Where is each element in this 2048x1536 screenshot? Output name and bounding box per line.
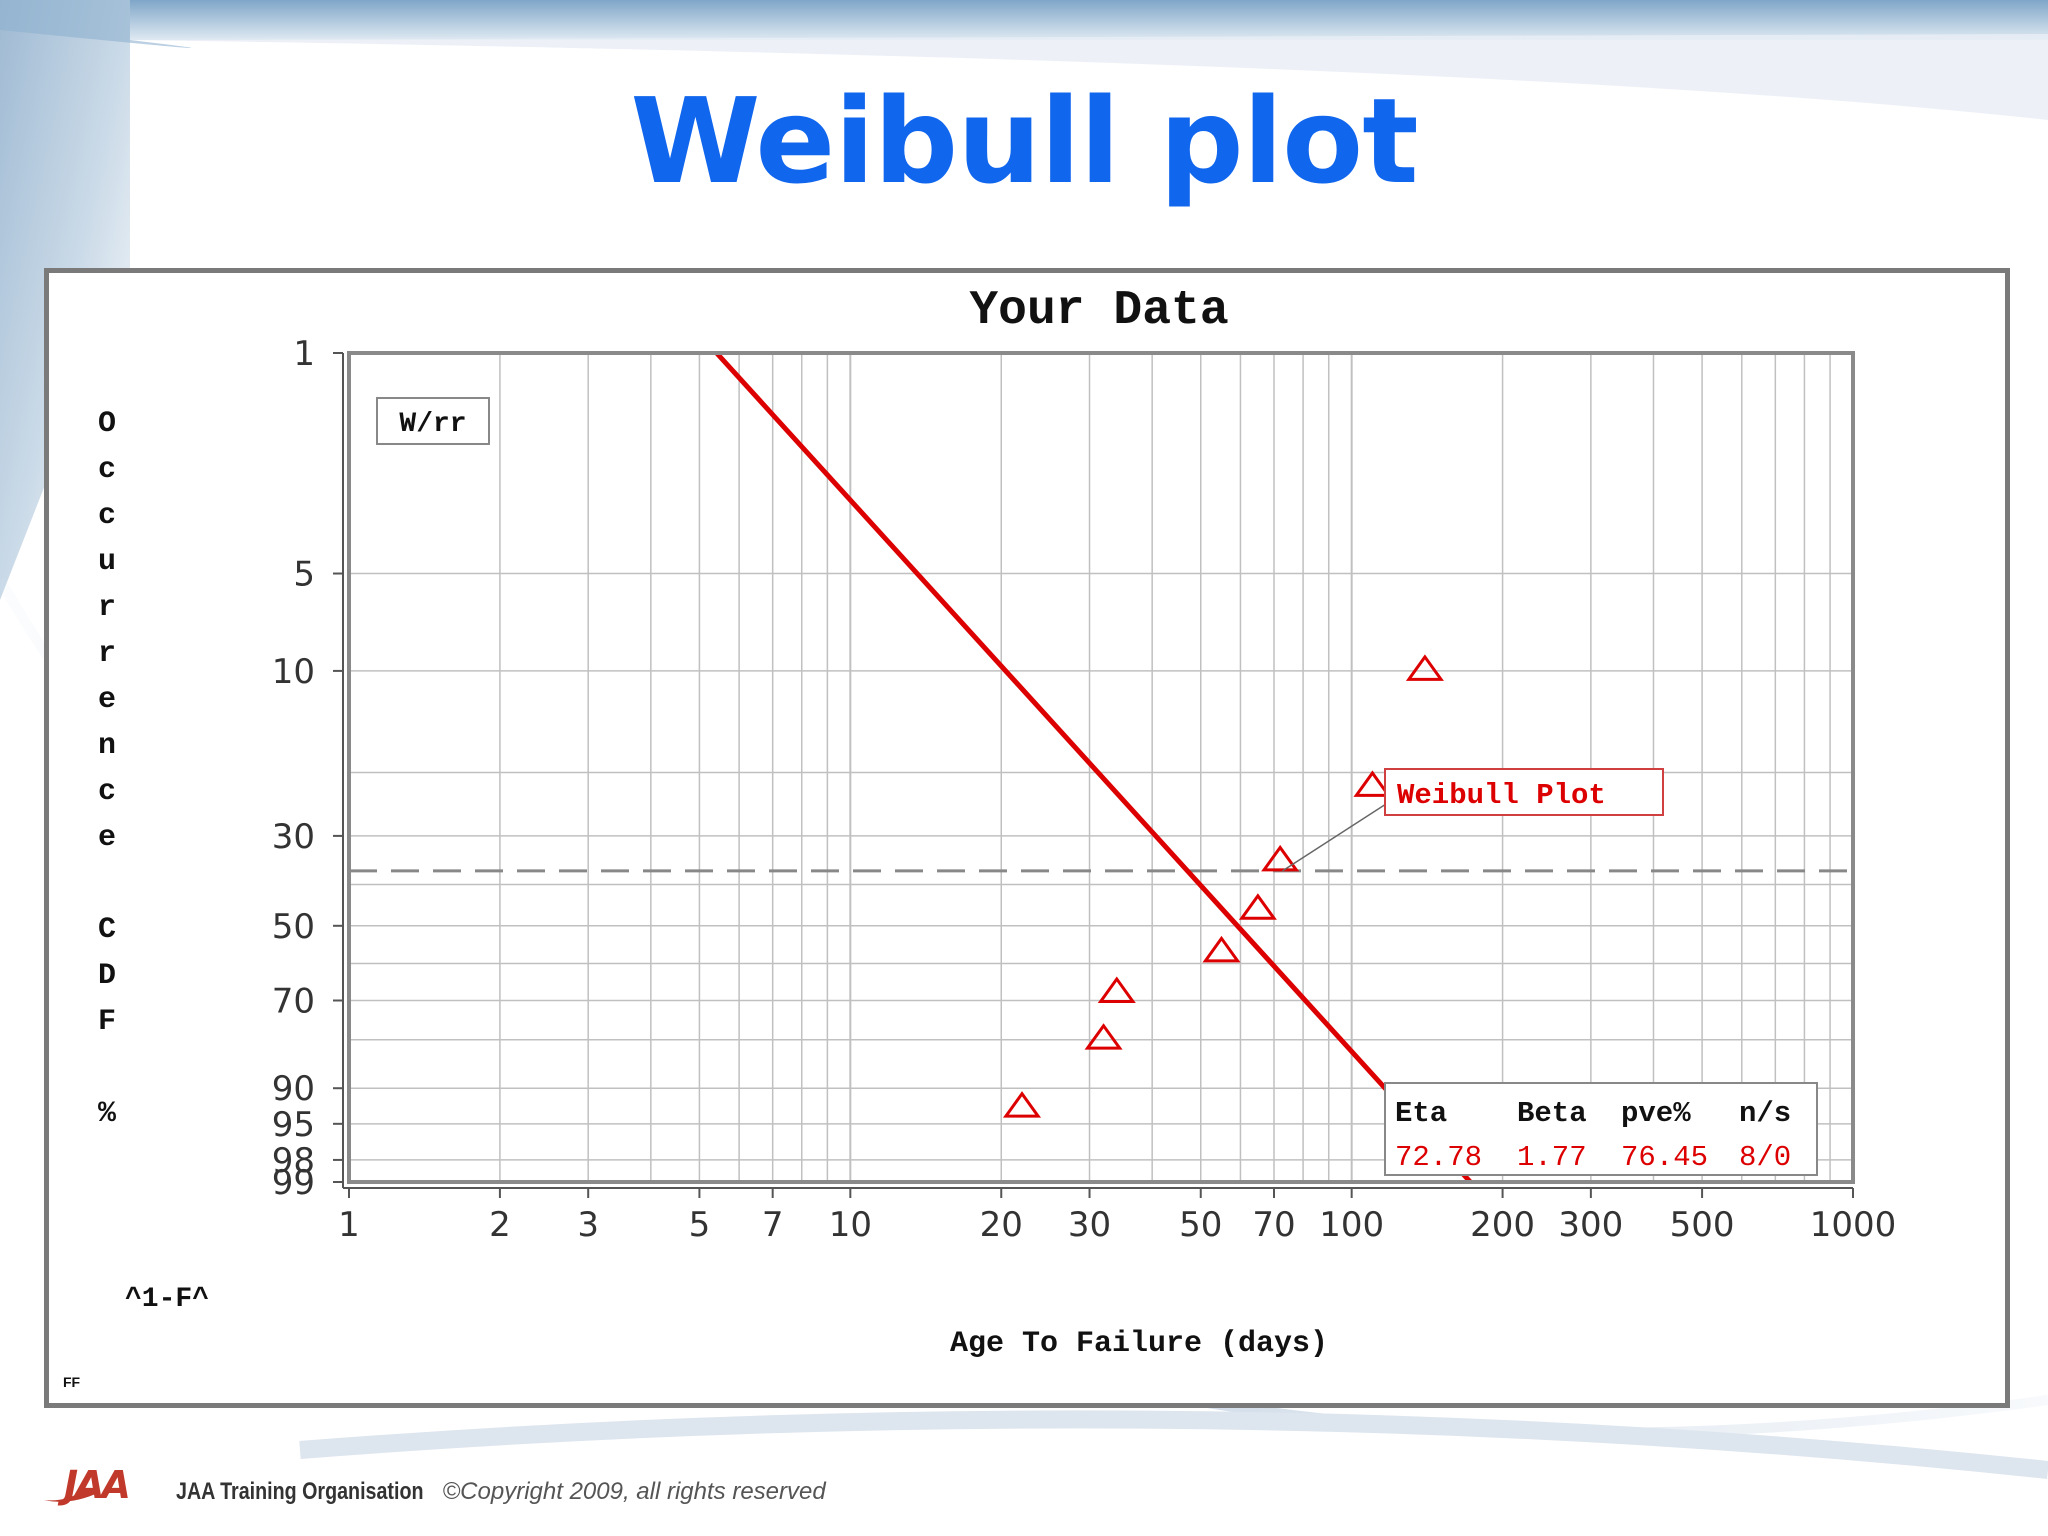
fit-line xyxy=(714,351,1473,1184)
legend-header-ns: n/s xyxy=(1739,1097,1791,1130)
x-tick-label: 500 xyxy=(1670,1205,1735,1245)
y-tick-label: 5 xyxy=(293,555,315,595)
axis-labels: Age To Failure (days) ^1-F^ FF xyxy=(63,1284,1328,1390)
x-tick-label: 20 xyxy=(980,1205,1023,1245)
x-axis-label: Age To Failure (days) xyxy=(950,1327,1328,1361)
y-axis-label-char: e xyxy=(98,683,116,717)
x-tick-label: 2 xyxy=(489,1205,511,1245)
y-axis-label-char: O xyxy=(98,407,116,441)
weibull-chart: Your Data 1 2 3 5 7 10 20 30 50 70 100 200 300 500 100… xyxy=(63,284,1897,1390)
chart-panel: Your Data 1 2 3 5 7 10 20 30 50 70 100 200 300 500 100… xyxy=(44,268,2010,1408)
jaa-logo: JAA xyxy=(44,1463,132,1506)
annotation: Weibull Plot xyxy=(1282,768,1664,872)
footer-copyright: ©Copyright 2009, all rights reserved xyxy=(442,1478,826,1505)
y-tick-label: 10 xyxy=(272,652,315,692)
footer-org: JAA Training Organisation xyxy=(176,1478,424,1505)
y-axis-label-char: c xyxy=(98,499,116,533)
data-point xyxy=(1002,1091,1042,1118)
data-point xyxy=(1353,770,1392,797)
data-point xyxy=(1202,935,1241,963)
data-point xyxy=(1084,1023,1123,1050)
corner-mark: FF xyxy=(63,1374,81,1390)
chart-title: Your Data xyxy=(969,284,1228,338)
y-axis-label-char: u xyxy=(98,545,116,579)
x-tick-label: 1 xyxy=(338,1205,360,1245)
logo-text: JAA xyxy=(57,1463,129,1506)
x-tick-label: 5 xyxy=(689,1205,711,1245)
x-tick-label: 50 xyxy=(1179,1205,1222,1245)
y-axis-label-char: c xyxy=(98,775,116,809)
legend-value-beta: 1.77 xyxy=(1517,1141,1587,1174)
x-tick-label: 100 xyxy=(1319,1205,1384,1245)
y-tick-label: 99 xyxy=(272,1163,315,1203)
y-tick-label: 30 xyxy=(272,817,315,857)
data-point xyxy=(1405,654,1444,681)
y-tick-label: 70 xyxy=(272,981,315,1021)
x-tick-label: 7 xyxy=(762,1205,784,1245)
y-tick-label: 95 xyxy=(272,1105,315,1145)
fit-legend: Eta Beta pve% n/s 72.78 1.77 76.45 8/0 xyxy=(1384,1082,1818,1176)
legend-value-ns: 8/0 xyxy=(1739,1141,1791,1174)
grid xyxy=(348,352,1853,1183)
y-axis-label-char: e xyxy=(98,821,116,855)
y-axis-label-char: C xyxy=(98,913,116,947)
y-corner-label: ^1-F^ xyxy=(125,1284,209,1315)
y-tick-label: 98 xyxy=(272,1141,315,1181)
legend-value-pve: 76.45 xyxy=(1621,1141,1708,1174)
y-axis-label-char: n xyxy=(98,729,116,763)
x-tick-label: 30 xyxy=(1068,1205,1111,1245)
method-label: W/rr xyxy=(399,409,466,440)
x-tick-label: 200 xyxy=(1470,1205,1535,1245)
y-axis-label-char: % xyxy=(98,1097,117,1131)
slide-title: Weibull plot xyxy=(630,72,1418,210)
y-axis-label-char: c xyxy=(98,453,116,487)
legend-header-pve: pve% xyxy=(1621,1097,1691,1130)
x-tick-label: 3 xyxy=(577,1205,599,1245)
data-points xyxy=(1002,654,1444,1118)
x-tick-label: 1000 xyxy=(1810,1205,1897,1245)
legend-header-beta: Beta xyxy=(1517,1097,1587,1130)
x-tick-label: 70 xyxy=(1252,1205,1295,1245)
footer-text: JAA Training Organisation ©Copyright 200… xyxy=(176,1478,826,1506)
data-point xyxy=(1238,893,1277,920)
x-tick-label: 300 xyxy=(1558,1205,1623,1245)
x-tick-label: 10 xyxy=(829,1205,872,1245)
method-box: W/rr xyxy=(376,397,490,445)
y-axis-label-char: r xyxy=(98,591,116,625)
y-axis-label-char: F xyxy=(98,1005,116,1039)
y-tick-label: 50 xyxy=(272,907,315,947)
plot-frame xyxy=(347,351,1855,1184)
y-tick-label: 90 xyxy=(272,1069,315,1109)
legend-value-eta: 72.78 xyxy=(1395,1141,1482,1174)
data-point xyxy=(1261,844,1300,872)
fit-line-group xyxy=(714,351,1473,1184)
annotation-text: Weibull Plot xyxy=(1397,779,1606,812)
axes: 1 2 3 5 7 10 20 30 50 70 100 200 300 500 1000 1 5 10 30 50 7… xyxy=(272,334,1897,1245)
y-tick-label: 1 xyxy=(293,334,315,374)
y-axis-label-char: D xyxy=(98,959,116,993)
legend-header-eta: Eta xyxy=(1395,1097,1447,1130)
y-axis-label-char: r xyxy=(98,637,116,671)
data-point xyxy=(1097,976,1136,1003)
